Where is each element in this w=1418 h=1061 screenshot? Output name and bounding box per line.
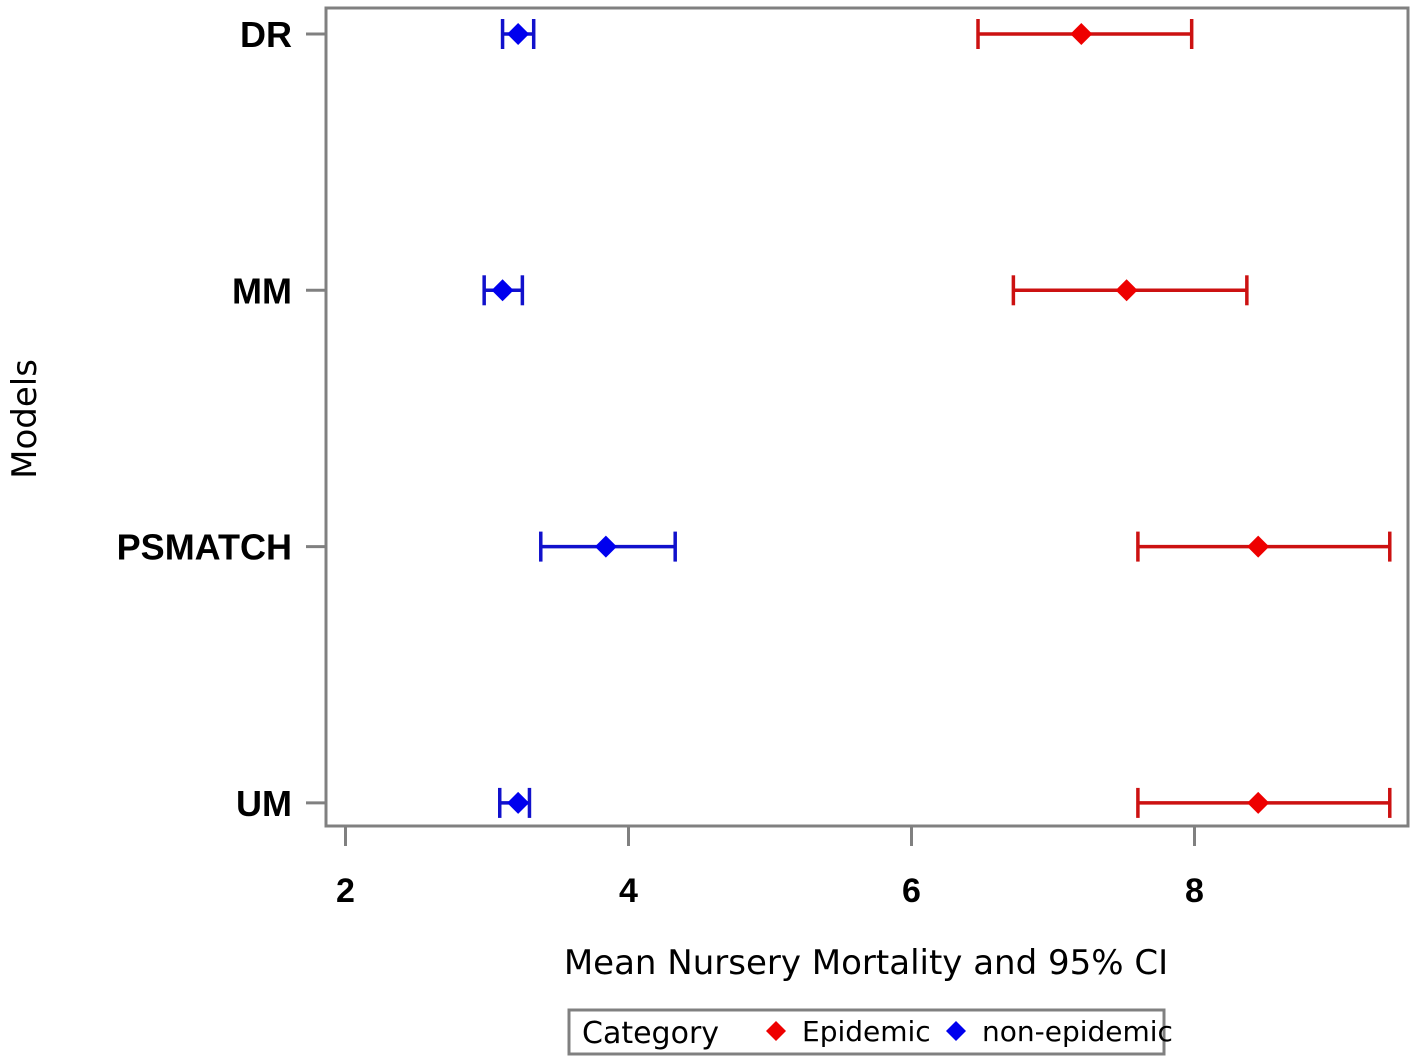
x-tick-label: 2	[336, 872, 355, 910]
legend-frame	[567, 1008, 1166, 1056]
legend-label: non-epidemic	[982, 1015, 1173, 1048]
error-bar-epidemic-um	[1136, 787, 1392, 818]
y-tick-label: DR	[240, 14, 292, 55]
error-bar-epidemic-mm	[1011, 275, 1249, 306]
error-bar-epidemic-psmatch	[1136, 531, 1392, 562]
x-tick-label: 8	[1185, 872, 1204, 910]
error-bar-non-epidemic-psmatch	[539, 531, 677, 562]
plot-frame	[324, 6, 1410, 828]
mean-marker	[491, 279, 514, 302]
legend: Category Epidemic non-epidemic	[567, 1008, 1173, 1056]
x-tick-label: 4	[619, 872, 638, 910]
legend-marker-non-epidemic	[946, 1021, 966, 1041]
x-tick-label: 6	[902, 872, 921, 910]
mean-marker	[1115, 279, 1138, 302]
data-marks	[482, 19, 1392, 818]
y-tick-label: PSMATCH	[117, 527, 292, 568]
error-bar-non-epidemic-um	[497, 787, 532, 818]
x-axis: 2 4 6 8	[336, 826, 1204, 910]
error-bar-non-epidemic-mm	[482, 275, 525, 306]
mean-marker	[1247, 791, 1270, 814]
mean-marker	[594, 535, 617, 558]
mean-marker	[507, 791, 530, 814]
y-tick-label: UM	[236, 783, 292, 824]
legend-marker-epidemic	[766, 1021, 786, 1041]
x-axis-title: Mean Nursery Mortality and 95% CI	[564, 943, 1168, 983]
error-bar-non-epidemic-dr	[500, 19, 536, 49]
y-tick-label: MM	[232, 270, 292, 311]
y-axis: DR MM PSMATCH UM	[117, 14, 326, 824]
legend-label: Epidemic	[802, 1015, 931, 1048]
mean-marker	[1070, 23, 1093, 45]
legend-title: Category	[582, 1016, 719, 1051]
y-axis-title: Models	[5, 359, 45, 479]
mean-marker	[507, 23, 530, 45]
error-bar-epidemic-dr	[976, 19, 1194, 49]
mean-marker	[1247, 535, 1270, 558]
